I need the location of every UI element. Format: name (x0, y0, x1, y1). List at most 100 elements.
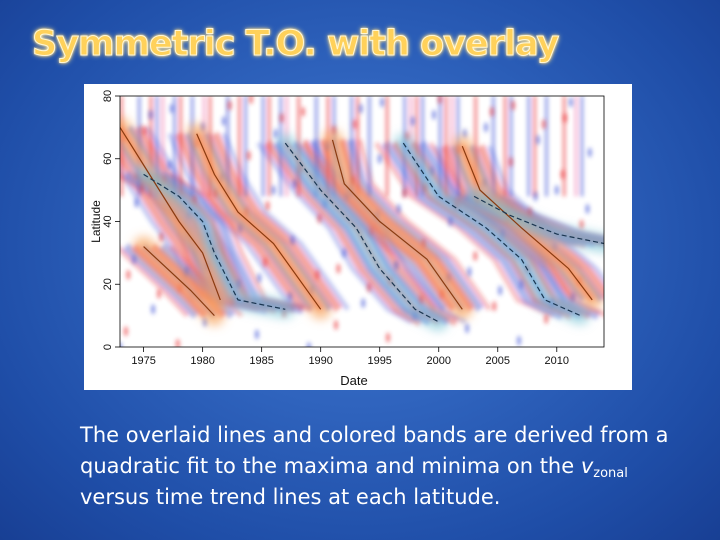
heatmap-speckle (533, 191, 538, 202)
heatmap-speckle (377, 153, 382, 164)
x-tick-label: 2000 (426, 355, 450, 367)
heatmap-speckle (315, 269, 320, 280)
axes: 1975 1980 1985 1990 1995 2000 2005 2010 0 20 40 60 8… (89, 90, 569, 388)
heatmap-speckle (123, 326, 128, 337)
heatmap-speckle (489, 106, 494, 117)
heatmap-speckle (437, 96, 442, 105)
heatmap-speckle (508, 156, 513, 167)
heatmap-stripe (438, 96, 442, 197)
x-tick-label: 1990 (308, 355, 332, 367)
heatmap-speckle (334, 320, 338, 330)
heatmap-speckle (396, 203, 401, 214)
heatmap-speckle (352, 119, 357, 130)
heatmap-speckle (132, 254, 137, 265)
heatmap-stripe (267, 96, 271, 197)
trend-lines (120, 127, 604, 323)
heatmap-stripe (161, 96, 165, 197)
torsional-oscillation-chart: 1975 1980 1985 1990 1995 2000 2005 2010 0 20 40 60 8… (89, 90, 605, 388)
heatmap-speckle (568, 97, 573, 108)
heatmap-speckle (541, 119, 546, 130)
heatmap-stripe (491, 96, 495, 197)
heatmap-speckle (265, 200, 270, 211)
heatmap-stripe (155, 96, 159, 197)
heatmap-streak (221, 132, 350, 311)
y-tick-label: 20 (102, 278, 114, 290)
y-axis-label: Latitude (89, 200, 103, 243)
heatmap-speckle (317, 213, 322, 224)
heatmap-speckle (157, 288, 161, 299)
heatmap-speckle (249, 96, 253, 105)
x-tick-label: 1995 (367, 355, 391, 367)
heatmap-streak (120, 246, 190, 318)
heatmap-speckle (246, 150, 251, 161)
torsional-oscillation-figure: 1975 1980 1985 1990 1995 2000 2005 2010 0 20 40 60 8… (84, 84, 632, 390)
heatmap-speckle (142, 125, 147, 136)
heatmap-speckle (410, 116, 415, 127)
y-tick-label: 40 (102, 215, 114, 227)
heatmap-streak (263, 140, 423, 326)
heatmap-stripe (574, 96, 578, 197)
heatmap-speckle (448, 216, 453, 227)
heatmap-speckle (273, 128, 278, 139)
heatmap-stripe (350, 96, 354, 197)
x-axis-label: Date (340, 373, 367, 388)
heatmap-stripe (173, 96, 177, 197)
warm-trend-line (461, 145, 593, 301)
heatmap-speckle (432, 109, 436, 120)
cool-trend-line (284, 142, 439, 323)
heatmap-stripe (179, 96, 182, 197)
heatmap-speckle (585, 203, 590, 214)
caption-subscript: zonal (593, 466, 628, 481)
heatmap-speckle (126, 269, 131, 280)
cool-trend-line (143, 173, 286, 310)
warm-trend-line (143, 246, 215, 317)
heatmap-stripe (545, 96, 548, 197)
heatmap-speckle (151, 304, 156, 315)
heatmap-speckle (465, 323, 470, 334)
heatmap-speckle (167, 160, 172, 170)
x-tick-label: 1980 (190, 355, 214, 367)
heatmap-speckle (544, 313, 549, 324)
slide-caption: The overlaid lines and colored bands are… (80, 420, 680, 513)
heatmap-stripe (356, 96, 360, 197)
heatmap-speckle (517, 335, 521, 346)
heatmap-speckle (492, 301, 497, 312)
heatmap-stripe (503, 96, 507, 197)
heatmap-speckle (554, 185, 559, 196)
heatmap-speckle (169, 103, 174, 114)
heatmap-stripe (149, 96, 153, 197)
heatmap-speckle (587, 147, 592, 158)
heatmap-streak (499, 194, 604, 241)
heatmap-stripe (580, 96, 584, 197)
heatmap-speckle (579, 219, 584, 230)
heatmap-speckle (462, 128, 467, 139)
heatmap-speckle (571, 291, 576, 302)
heatmap-streak (122, 243, 200, 319)
warm-trend-line (331, 139, 463, 310)
x-tick-label: 1985 (249, 355, 273, 367)
heatmap-stripe (474, 96, 478, 197)
heatmap-stripe (509, 96, 513, 197)
heatmap-speckle (358, 103, 363, 114)
heatmap-speckle (221, 116, 226, 127)
heatmap-speckle (134, 197, 139, 208)
heatmap-stripe (226, 96, 230, 197)
heatmap-stripe (450, 96, 454, 197)
heatmap-speckle (279, 113, 284, 123)
heatmap-stripe (444, 96, 448, 197)
heatmap-speckle (175, 338, 180, 347)
heatmap-speckle (301, 106, 305, 117)
x-tick-label: 2005 (486, 355, 510, 367)
heatmap-speckle (394, 260, 399, 271)
heatmap-speckle (498, 285, 503, 296)
y-tick-label: 60 (102, 153, 114, 165)
heatmap-stripe (244, 96, 247, 197)
heatmap-speckle (519, 279, 524, 290)
heatmap-speckle (563, 113, 567, 123)
heatmap-speckle (511, 100, 516, 111)
heatmap-speckle (227, 100, 232, 111)
caption-text-end: versus time trend lines at each latitude… (80, 485, 501, 509)
heatmap-speckle (271, 185, 276, 196)
heatmap-streak (357, 139, 492, 311)
heatmap-speckle (380, 97, 385, 108)
